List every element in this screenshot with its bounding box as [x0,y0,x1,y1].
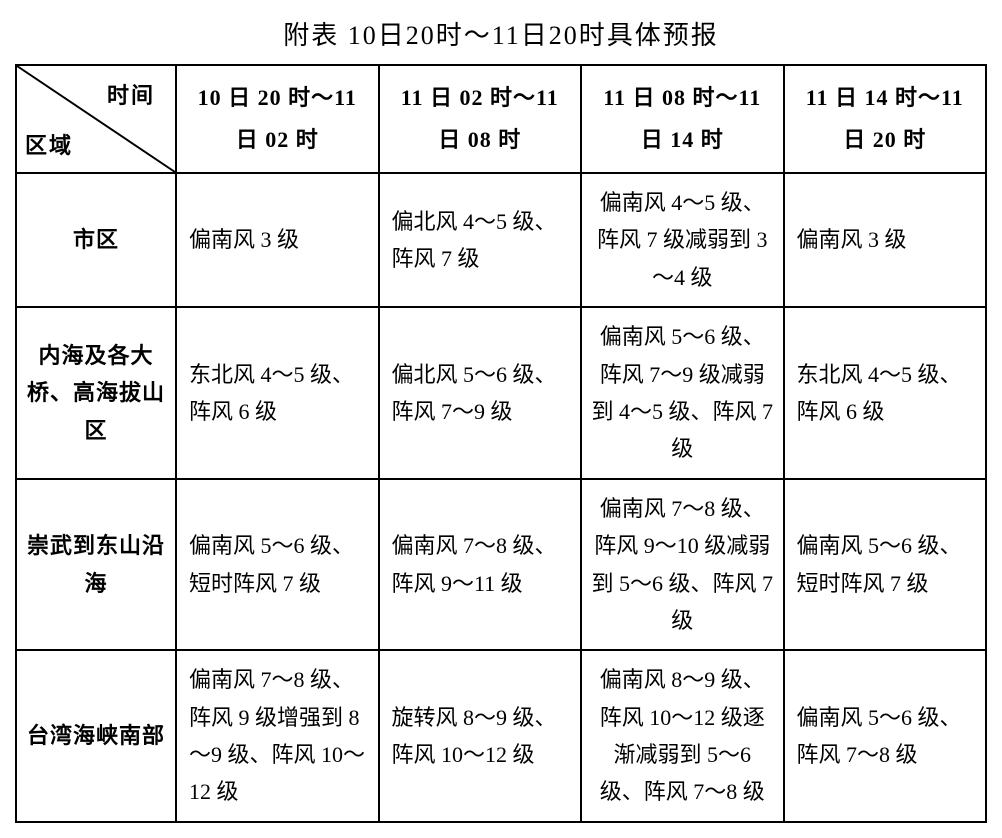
table-row: 台湾海峡南部偏南风 7～8 级、阵风 9 级增强到 8～9 级、阵风 10～12… [16,650,986,822]
forecast-table: 时间 区域 10 日 20 时～11 日 02 时 11 日 02 时～11 日… [15,64,987,823]
data-cell: 偏南风 5～6 级、阵风 7～9 级减弱到 4～5 级、阵风 7 级 [581,307,784,479]
data-cell: 偏南风 7～8 级、阵风 9～10 级减弱到 5～6 级、阵风 7 级 [581,479,784,651]
data-cell: 东北风 4～5 级、阵风 6 级 [176,307,379,479]
column-header: 10 日 20 时～11 日 02 时 [176,65,379,173]
data-cell: 偏南风 5～6 级、短时阵风 7 级 [784,479,987,651]
column-header: 11 日 14 时～11 日 20 时 [784,65,987,173]
data-cell: 偏南风 5～6 级、短时阵风 7 级 [176,479,379,651]
data-cell: 偏北风 5～6 级、阵风 7～9 级 [379,307,582,479]
data-cell: 偏南风 4～5 级、阵风 7 级减弱到 3～4 级 [581,173,784,307]
data-cell: 偏南风 8～9 级、阵风 10～12 级逐渐减弱到 5～6 级、阵风 7～8 级 [581,650,784,822]
table-row: 市区偏南风 3 级偏北风 4～5 级、阵风 7 级偏南风 4～5 级、阵风 7 … [16,173,986,307]
table-title: 附表 10日20时～11日20时具体预报 [15,15,987,52]
data-cell: 旋转风 8～9 级、阵风 10～12 级 [379,650,582,822]
column-header: 11 日 08 时～11 日 14 时 [581,65,784,173]
data-cell: 偏南风 5～6 级、阵风 7～8 级 [784,650,987,822]
column-header: 11 日 02 时～11 日 08 时 [379,65,582,173]
table-header-row: 时间 区域 10 日 20 时～11 日 02 时 11 日 02 时～11 日… [16,65,986,173]
data-cell: 偏南风 7～8 级、阵风 9～11 级 [379,479,582,651]
row-header: 内海及各大桥、高海拔山区 [16,307,176,479]
diagonal-header-cell: 时间 区域 [16,65,176,173]
data-cell: 东北风 4～5 级、阵风 6 级 [784,307,987,479]
row-header: 崇武到东山沿海 [16,479,176,651]
data-cell: 偏南风 3 级 [784,173,987,307]
region-header-label: 区域 [25,128,73,160]
row-header: 台湾海峡南部 [16,650,176,822]
table-row: 崇武到东山沿海偏南风 5～6 级、短时阵风 7 级偏南风 7～8 级、阵风 9～… [16,479,986,651]
data-cell: 偏南风 3 级 [176,173,379,307]
table-row: 内海及各大桥、高海拔山区东北风 4～5 级、阵风 6 级偏北风 5～6 级、阵风… [16,307,986,479]
data-cell: 偏南风 7～8 级、阵风 9 级增强到 8～9 级、阵风 10～12 级 [176,650,379,822]
time-header-label: 时间 [107,78,155,110]
data-cell: 偏北风 4～5 级、阵风 7 级 [379,173,582,307]
row-header: 市区 [16,173,176,307]
table-body: 市区偏南风 3 级偏北风 4～5 级、阵风 7 级偏南风 4～5 级、阵风 7 … [16,173,986,822]
